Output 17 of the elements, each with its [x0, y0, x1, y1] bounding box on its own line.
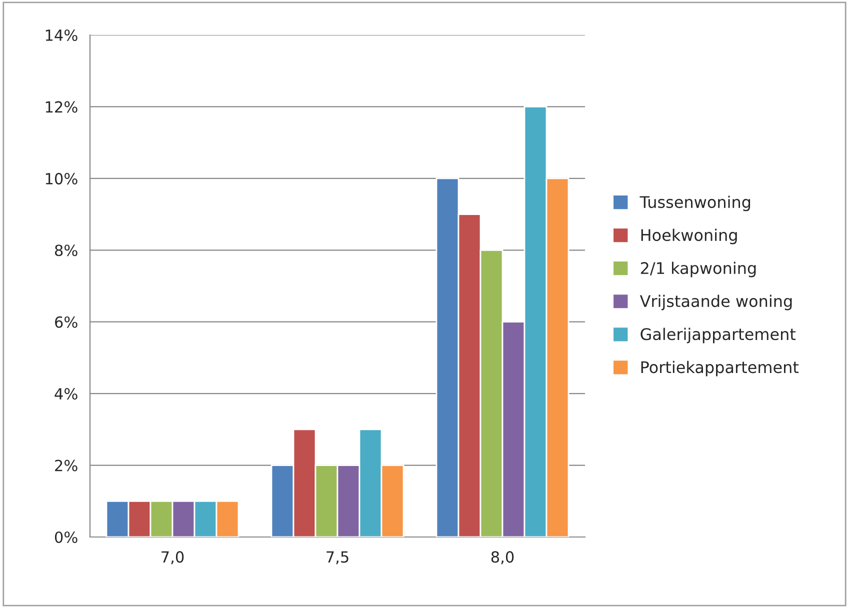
- y-tick-label: 8%: [54, 244, 78, 256]
- x-tick-label: 7,0: [162, 551, 184, 564]
- y-tick-label: 12%: [46, 101, 78, 113]
- y-tick-label: 4%: [54, 388, 78, 400]
- x-tick-label: 8,0: [491, 551, 514, 564]
- y-tick-label: 2%: [55, 460, 78, 472]
- y-tick-label: 6%: [55, 316, 78, 328]
- legend-label: Portiekappartement: [641, 360, 799, 376]
- legend-label: Tussenwoning: [640, 196, 750, 212]
- y-tick-label: 0%: [54, 531, 78, 544]
- legend-label: Hoekwoning: [641, 228, 737, 244]
- legend-label: Galerijappartement: [640, 328, 796, 344]
- x-tick-label: 7,5: [326, 551, 348, 564]
- y-tick-label: 10%: [46, 172, 78, 184]
- legend-label: 2/1 kapwoning: [640, 262, 756, 278]
- legend-label: Vrijstaande woning: [640, 294, 792, 310]
- y-tick-label: 14%: [46, 29, 78, 42]
